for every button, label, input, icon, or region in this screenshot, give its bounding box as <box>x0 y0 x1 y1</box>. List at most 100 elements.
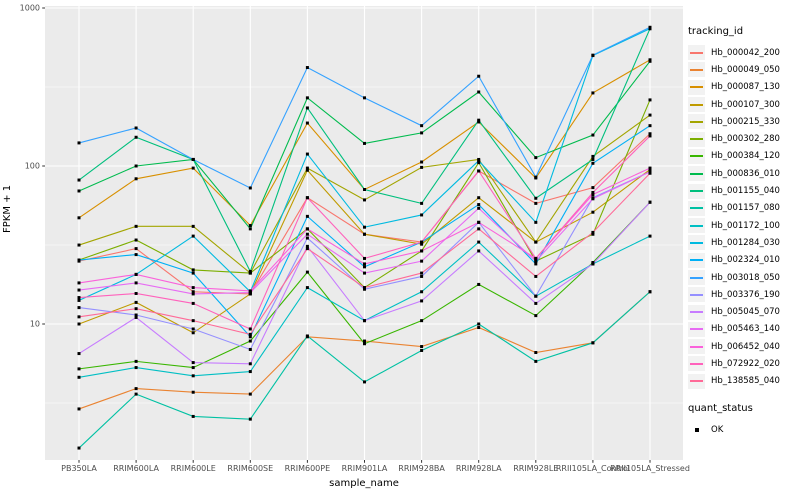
data-point-Hb_072922_020 <box>191 301 195 305</box>
legend-key-swatch <box>688 79 705 95</box>
legend-item-Hb_000302_280: Hb_000302_280 <box>688 130 800 147</box>
data-point-Hb_000215_330 <box>591 154 595 158</box>
x-tick-label: RRIM600SE <box>227 464 273 473</box>
legend-item-label: Hb_001157_080 <box>711 203 780 214</box>
data-point-Hb_006452_040 <box>648 166 652 170</box>
data-point-Hb_001284_030 <box>477 159 481 163</box>
legend-item-label: Hb_006452_040 <box>711 341 780 352</box>
legend-key-swatch <box>688 183 705 199</box>
data-point-Hb_001157_080 <box>591 341 595 345</box>
data-point-Hb_000215_330 <box>134 224 138 228</box>
data-point-Hb_000049_050 <box>534 351 538 355</box>
legend: tracking_id Hb_000042_200 Hb_000049_050 Hb… <box>688 26 800 438</box>
data-point-Hb_003376_190 <box>534 294 538 298</box>
data-point-Hb_001157_080 <box>191 414 195 418</box>
data-point-Hb_003376_190 <box>363 287 366 291</box>
data-point-Hb_072922_020 <box>134 291 138 295</box>
data-point-Hb_000107_300 <box>305 168 309 172</box>
legend-key-swatch <box>688 97 705 113</box>
data-point-Hb_005463_140 <box>77 288 81 292</box>
data-point-Hb_138585_040 <box>477 227 481 231</box>
data-point-Hb_000302_280 <box>477 161 481 165</box>
data-point-Hb_000087_130 <box>77 216 81 220</box>
legend-item-Hb_003376_190: Hb_003376_190 <box>688 286 800 303</box>
data-point-Hb_000384_120 <box>77 367 81 371</box>
data-point-Hb_000384_120 <box>420 319 424 323</box>
legend-item-Hb_138585_040: Hb_138585_040 <box>688 373 800 390</box>
legend-item-Hb_000042_200: Hb_000042_200 <box>688 44 800 61</box>
data-point-Hb_000215_330 <box>648 113 652 117</box>
data-point-Hb_001157_080 <box>648 290 652 294</box>
data-point-Hb_000836_010 <box>477 90 481 94</box>
data-point-Hb_001172_100 <box>248 370 252 374</box>
data-point-Hb_005045_070 <box>477 249 481 253</box>
data-point-Hb_003018_050 <box>534 175 538 179</box>
data-point-Hb_000087_130 <box>134 177 138 181</box>
data-point-Hb_001284_030 <box>191 234 195 238</box>
legend-item-label: Hb_000836_010 <box>711 168 780 179</box>
legend-item-label: Hb_000042_200 <box>711 47 780 58</box>
legend-key-swatch <box>688 252 705 268</box>
data-point-Hb_000087_130 <box>591 91 595 95</box>
legend-item-label: OK <box>711 424 724 435</box>
legend-item-Hb_001284_030: Hb_001284_030 <box>688 234 800 251</box>
data-point-Hb_138585_040 <box>420 271 424 275</box>
data-point-Hb_000302_280 <box>191 268 195 272</box>
data-point-Hb_002324_010 <box>591 161 595 165</box>
data-point-Hb_005045_070 <box>77 352 81 356</box>
data-point-Hb_000107_300 <box>420 242 424 246</box>
data-point-Hb_138585_040 <box>134 307 138 311</box>
data-point-Hb_003018_050 <box>191 157 195 161</box>
data-point-Hb_003376_190 <box>420 274 424 278</box>
legend-key-swatch <box>688 235 705 251</box>
x-tick-label: RRIM928BA <box>398 464 445 473</box>
x-tick-label: RRII105LA_Stressed <box>610 464 690 473</box>
data-point-Hb_001157_080 <box>305 334 309 338</box>
legend-key-swatch <box>688 287 705 303</box>
data-point-Hb_000042_200 <box>134 247 138 251</box>
data-point-Hb_072922_020 <box>420 240 424 244</box>
data-point-Hb_003376_190 <box>134 313 138 317</box>
data-point-Hb_005045_070 <box>248 362 252 366</box>
data-point-Hb_001284_030 <box>534 220 538 224</box>
data-point-Hb_000042_200 <box>534 201 538 205</box>
y-tick-label: 10 <box>30 320 40 329</box>
data-point-Hb_001157_080 <box>248 417 252 421</box>
x-tick-label: RRIM901LA <box>342 464 388 473</box>
x-tick-label: RRIM600PE <box>285 464 331 473</box>
legend-item-label: Hb_001284_030 <box>711 237 780 248</box>
data-point-Hb_006452_040 <box>191 286 195 290</box>
data-point-Hb_003018_050 <box>648 25 652 29</box>
data-point-Hb_005045_070 <box>134 315 138 319</box>
data-point-Hb_000384_120 <box>248 339 252 343</box>
data-point-Hb_006452_040 <box>477 220 481 224</box>
data-point-Hb_002324_010 <box>477 203 481 207</box>
data-point-Hb_000042_200 <box>591 186 595 190</box>
legend-item-Hb_000384_120: Hb_000384_120 <box>688 148 800 165</box>
data-point-Hb_000049_050 <box>248 392 252 396</box>
data-point-Hb_000107_300 <box>191 331 195 335</box>
data-point-Hb_002324_010 <box>248 335 252 339</box>
data-point-Hb_138585_040 <box>305 247 309 251</box>
data-point-Hb_000087_130 <box>191 166 195 170</box>
data-point-Hb_000087_130 <box>477 120 481 124</box>
data-point-Hb_000049_050 <box>191 390 195 394</box>
legend-key-swatch <box>688 218 705 234</box>
legend-item-label: Hb_002324_010 <box>711 255 780 266</box>
legend-item-label: Hb_000384_120 <box>711 151 780 162</box>
data-point-Hb_000302_280 <box>248 271 252 275</box>
data-point-Hb_006452_040 <box>305 227 309 231</box>
legend-item-Hb_003018_050: Hb_003018_050 <box>688 269 800 286</box>
data-point-Hb_001155_040 <box>134 135 138 139</box>
legend-item-label: Hb_000302_280 <box>711 134 780 145</box>
legend-item-label: Hb_000049_050 <box>711 64 780 75</box>
legend-key-swatch <box>688 148 705 164</box>
data-point-Hb_001284_030 <box>363 225 366 229</box>
data-point-Hb_001155_040 <box>477 118 481 122</box>
data-point-Hb_003018_050 <box>420 124 424 128</box>
data-point-Hb_000836_010 <box>534 156 538 160</box>
data-point-Hb_005463_140 <box>248 291 252 295</box>
data-point-Hb_000836_010 <box>591 133 595 137</box>
data-point-Hb_138585_040 <box>248 332 252 336</box>
data-point-Hb_003018_050 <box>134 126 138 130</box>
